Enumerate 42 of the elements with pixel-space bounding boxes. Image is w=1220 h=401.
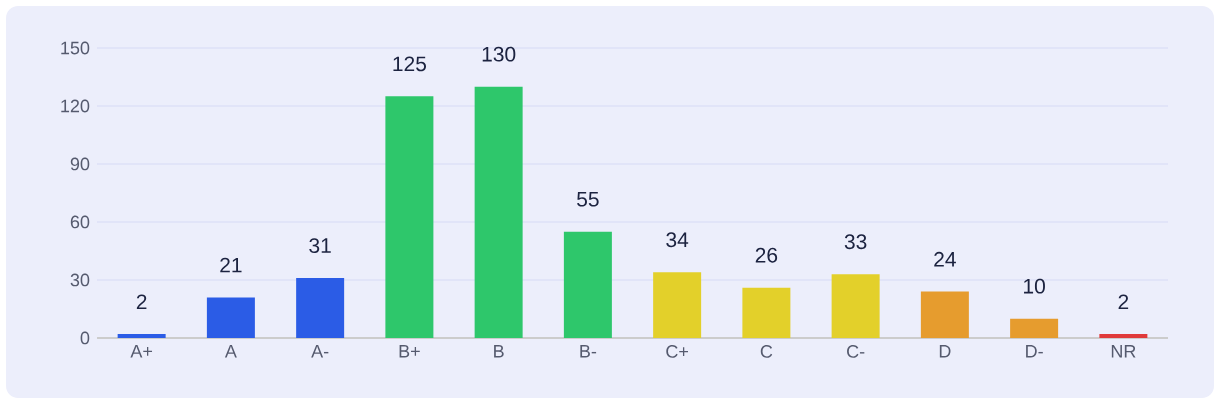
bar bbox=[385, 96, 434, 338]
x-tick-label: D- bbox=[1026, 345, 1043, 358]
data-label: 31 bbox=[309, 238, 331, 253]
x-tick-label: C- bbox=[847, 345, 865, 358]
y-tick-label: 30 bbox=[70, 273, 90, 287]
data-label: 33 bbox=[844, 234, 867, 250]
x-tick-label: B bbox=[494, 345, 504, 358]
bar bbox=[1099, 334, 1148, 338]
data-label: 130 bbox=[482, 46, 516, 62]
bar bbox=[1010, 318, 1059, 338]
bar bbox=[920, 291, 969, 338]
bar bbox=[117, 334, 166, 338]
data-label: 2 bbox=[1118, 294, 1129, 310]
y-tick-label: 90 bbox=[70, 157, 90, 171]
bar bbox=[831, 274, 880, 338]
bar bbox=[296, 278, 345, 338]
x-tick-label: A- bbox=[311, 345, 329, 358]
x-tick-label: C+ bbox=[666, 345, 688, 358]
bar bbox=[563, 231, 612, 338]
y-tick-label: 120 bbox=[61, 99, 90, 113]
y-tick-label: 60 bbox=[70, 215, 90, 229]
x-tick-label: NR bbox=[1111, 345, 1136, 358]
data-label: 2 bbox=[136, 294, 147, 310]
x-tick-label: A bbox=[224, 345, 237, 358]
data-label: 24 bbox=[934, 251, 956, 267]
x-tick-label: B+ bbox=[399, 345, 420, 358]
bar bbox=[653, 272, 702, 338]
bar bbox=[742, 287, 791, 338]
data-label: 10 bbox=[1024, 278, 1045, 294]
bar bbox=[206, 297, 255, 338]
x-tick-label: B- bbox=[580, 345, 597, 358]
y-tick-label: 150 bbox=[61, 41, 90, 55]
data-label: 26 bbox=[755, 247, 778, 263]
x-tick-label: C bbox=[760, 345, 773, 358]
data-label: 125 bbox=[393, 56, 427, 72]
x-tick-label: A+ bbox=[130, 345, 153, 358]
data-label: 34 bbox=[666, 232, 689, 248]
x-tick-label: D bbox=[939, 345, 951, 358]
bar bbox=[474, 86, 523, 338]
y-tick-label: 0 bbox=[80, 331, 90, 345]
data-label: 55 bbox=[577, 191, 599, 207]
data-label: 21 bbox=[220, 257, 242, 273]
